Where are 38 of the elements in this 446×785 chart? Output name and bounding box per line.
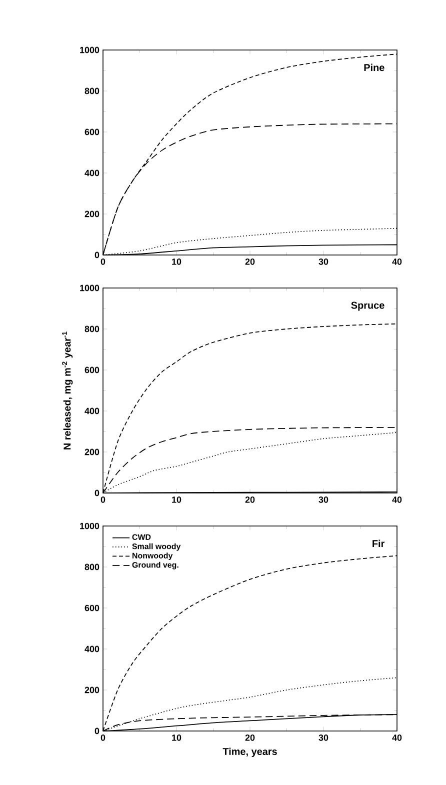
x-tick-label: 30: [318, 496, 328, 503]
y-tick-label: 400: [84, 170, 100, 176]
y-tick-label: 1000: [80, 46, 100, 54]
y-axis-title: N released, mg m$^{-2}$ year$^{-1}$: [62, 332, 73, 450]
x-tick-label: 40: [392, 496, 402, 503]
y-tick-label: 0: [94, 490, 100, 496]
text: Spruce: [351, 302, 384, 311]
y-tick-label: 800: [84, 564, 100, 570]
x-tick-label: 10: [172, 258, 182, 265]
y-tick-label: 200: [84, 448, 100, 456]
y-tick-label: 0: [94, 728, 100, 734]
y-tick-label: 800: [84, 326, 100, 332]
x-tick-label: 20: [245, 496, 255, 503]
y-tick-label: 800: [84, 88, 100, 94]
x-tick-label: 30: [318, 258, 328, 265]
x-tick-label: 40: [392, 258, 402, 265]
x-tick-label: 30: [318, 734, 328, 741]
text: Fir: [372, 540, 385, 547]
x-tick-label: 0: [100, 496, 106, 503]
y-tick-label: 600: [84, 128, 100, 136]
x-tick-label: 20: [245, 734, 255, 741]
text: Pine: [364, 64, 384, 72]
y-tick-label: 400: [84, 646, 100, 652]
y-tick-label: 200: [84, 686, 100, 694]
y-tick-label: 0: [94, 252, 100, 258]
y-tick-label: 1000: [80, 522, 100, 530]
x-tick-label: 10: [172, 734, 182, 741]
x-tick-label: 10: [172, 496, 182, 503]
y-tick-label: 200: [84, 210, 100, 218]
x-tick-label: 0: [100, 258, 106, 265]
y-tick-label: 600: [84, 604, 100, 612]
x-tick-label: 40: [392, 734, 402, 741]
y-tick-label: 600: [84, 366, 100, 374]
x-tick-label: 0: [100, 734, 106, 741]
y-tick-label: 400: [84, 408, 100, 414]
x-axis-title: Time, years: [222, 748, 277, 757]
y-tick-label: 1000: [80, 284, 100, 292]
x-tick-label: 20: [245, 258, 255, 265]
